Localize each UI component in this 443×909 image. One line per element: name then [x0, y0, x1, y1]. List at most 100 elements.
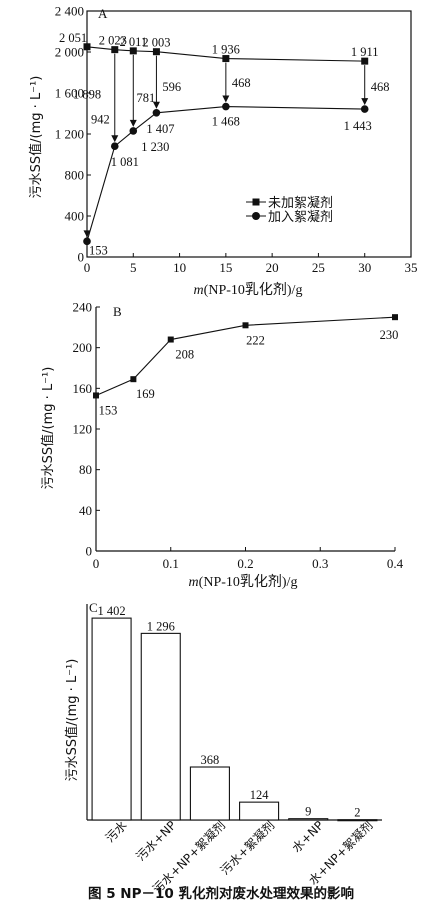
panel-c-value-label: 368: [201, 753, 220, 767]
panel-a-x-axis-label: m(NP-10乳化剂)/g: [194, 282, 303, 298]
legend-square-marker: [252, 198, 260, 206]
panel-a-difference-label: 468: [232, 76, 251, 90]
panel-a-x-tick-label: 30: [358, 260, 371, 275]
panel-b-x-tick-label: 0.1: [163, 556, 179, 571]
panel-a-arrow-head: [111, 135, 119, 143]
panel-a-square-marker: [129, 47, 137, 55]
panel-b-y-axis-label: 污水SS值/(mg · L⁻¹): [40, 367, 56, 490]
panel-c-bar: [288, 818, 329, 821]
panel-a-bottom-value-label: 1 443: [344, 119, 372, 133]
panel-a-circle-marker: [360, 105, 369, 113]
panel-c-value-label: 124: [250, 788, 270, 802]
panel-a-y-tick-label: 1 200: [55, 127, 84, 142]
panel-c-value-label: 1 296: [147, 619, 175, 633]
panel-b-y-tick-label: 200: [73, 340, 93, 355]
panel-b-y-tick-label: 120: [73, 422, 93, 437]
panel-a-difference-label: 596: [162, 80, 181, 94]
panel-a-arrow-head: [222, 95, 230, 103]
panel-a-chart: A 污水SS值/(mg · L⁻¹) m(NP-10乳化剂)/g 未加絮凝剂 加…: [28, 4, 418, 299]
legend-label-1: 未加絮凝剂: [268, 195, 333, 211]
panel-b-y-tick-label: 40: [79, 503, 92, 518]
panel-a-arrow-head: [152, 101, 160, 109]
panel-b-series-line: [95, 316, 396, 396]
panel-a-bottom-value-label: 153: [89, 243, 108, 257]
panel-a-circle-marker: [152, 108, 161, 117]
panel-a-x-tick-label: 25: [312, 260, 325, 275]
panel-c-y-axis-label: 污水SS值/(mg · L⁻¹): [64, 659, 80, 782]
panel-a-x-tick-label: 10: [173, 260, 186, 275]
panel-c-bar: [189, 766, 230, 821]
panel-a-y-axis-label: 污水SS值/(mg · L⁻¹): [28, 76, 44, 199]
panel-c-bar: [337, 819, 378, 822]
panel-a-circle-marker: [110, 142, 119, 150]
panel-a-x-tick-label: 35: [405, 260, 418, 275]
panel-b-square-marker: [392, 314, 398, 321]
panel-a-x-axis-label-italic: m: [194, 283, 204, 298]
panel-a-x-tick-label: 15: [219, 260, 232, 275]
legend-circle-marker: [252, 212, 260, 220]
panel-b-y-tick-label: 80: [79, 462, 92, 477]
panel-b-x-axis-label-rest: (NP-10乳化剂)/g: [199, 574, 298, 590]
panel-b-square-marker: [93, 392, 99, 399]
panel-a-bottom-value-label: 1 468: [212, 115, 240, 129]
panel-a-difference-label: 1 898: [73, 88, 101, 102]
panel-b-square-marker: [242, 322, 249, 329]
panel-a-y-tick-label: 2 000: [55, 45, 84, 60]
panel-b-letter: B: [113, 304, 122, 319]
panel-b-value-label: 222: [246, 333, 265, 347]
panel-a-y-tick-label: 2 400: [55, 4, 84, 19]
panel-c-bar: [91, 617, 132, 821]
panel-b-value-label: 153: [99, 403, 118, 417]
panel-a-circle-marker: [83, 237, 91, 246]
panel-c-bar: [239, 801, 280, 821]
panel-b-value-label: 230: [380, 328, 399, 342]
figure-caption: 图 5 NP－10 乳化剂对废水处理效果的影响: [88, 885, 354, 902]
panel-a-top-value-label: 2 003: [142, 36, 170, 50]
panel-a-top-value-label: 1 911: [351, 45, 379, 59]
panel-a-y-tick-label: 0: [78, 250, 85, 265]
panel-a-top-value-label: 2 011: [119, 35, 147, 49]
panel-c-category-label: 污水: [103, 818, 130, 845]
panel-b-value-label: 208: [175, 348, 194, 362]
panel-a-difference-label: 468: [371, 80, 390, 94]
panel-a-legend: 未加絮凝剂 加入絮凝剂: [246, 195, 333, 225]
panel-a-bottom-value-label: 1 407: [146, 122, 174, 136]
panel-b-x-tick-label: 0.3: [312, 556, 328, 571]
panel-a-series-line-1: [86, 46, 365, 62]
panel-b-x-tick-label: 0.4: [387, 556, 404, 571]
panel-a-circle-marker: [222, 102, 230, 111]
panel-a-y-tick-label: 1 600: [55, 86, 84, 101]
panel-c-letter: C: [89, 600, 98, 615]
panel-a-y-tick-label: 400: [65, 209, 85, 224]
panel-b-x-axis-label: m(NP-10乳化剂)/g: [189, 574, 298, 590]
panel-a-top-value-label: 1 936: [212, 43, 240, 57]
panel-b-x-axis-label-italic: m: [189, 575, 199, 590]
panel-a-letter: A: [98, 6, 108, 21]
panel-b-y-tick-label: 160: [73, 381, 93, 396]
panel-c-value-label: 2: [354, 806, 360, 820]
panel-a-square-marker: [111, 46, 119, 54]
panel-a-top-value-label: 2 023: [99, 34, 127, 48]
panel-a-arrow-head: [83, 230, 91, 238]
panel-a-square-marker: [83, 43, 91, 51]
panel-a-x-tick-label: 5: [130, 260, 137, 275]
panel-b-square-marker: [130, 376, 137, 383]
panel-a-arrow-head: [129, 119, 137, 127]
panel-c-category-label: 水+NP: [289, 818, 326, 855]
panel-a-x-tick-label: 20: [266, 260, 279, 275]
panel-b-y-tick-label: 240: [73, 300, 93, 315]
panel-b-value-label: 169: [136, 387, 155, 401]
panel-a-circle-marker: [129, 127, 138, 135]
panel-a-x-tick-label: 0: [84, 260, 91, 275]
panel-c-value-label: 9: [305, 805, 311, 819]
panel-c-category-label: 污水+NP: [133, 818, 178, 863]
panel-b-x-tick-label: 0.2: [237, 556, 253, 571]
panel-a-bottom-value-label: 1 081: [111, 155, 139, 169]
panel-a-top-value-label: 2 051: [59, 31, 87, 45]
panel-b-square-marker: [167, 336, 174, 343]
panel-a-difference-label: 781: [137, 91, 156, 105]
legend-label-2: 加入絮凝剂: [268, 209, 333, 225]
panel-a-square-marker: [222, 55, 230, 63]
panel-a-series-line-2: [86, 105, 365, 242]
